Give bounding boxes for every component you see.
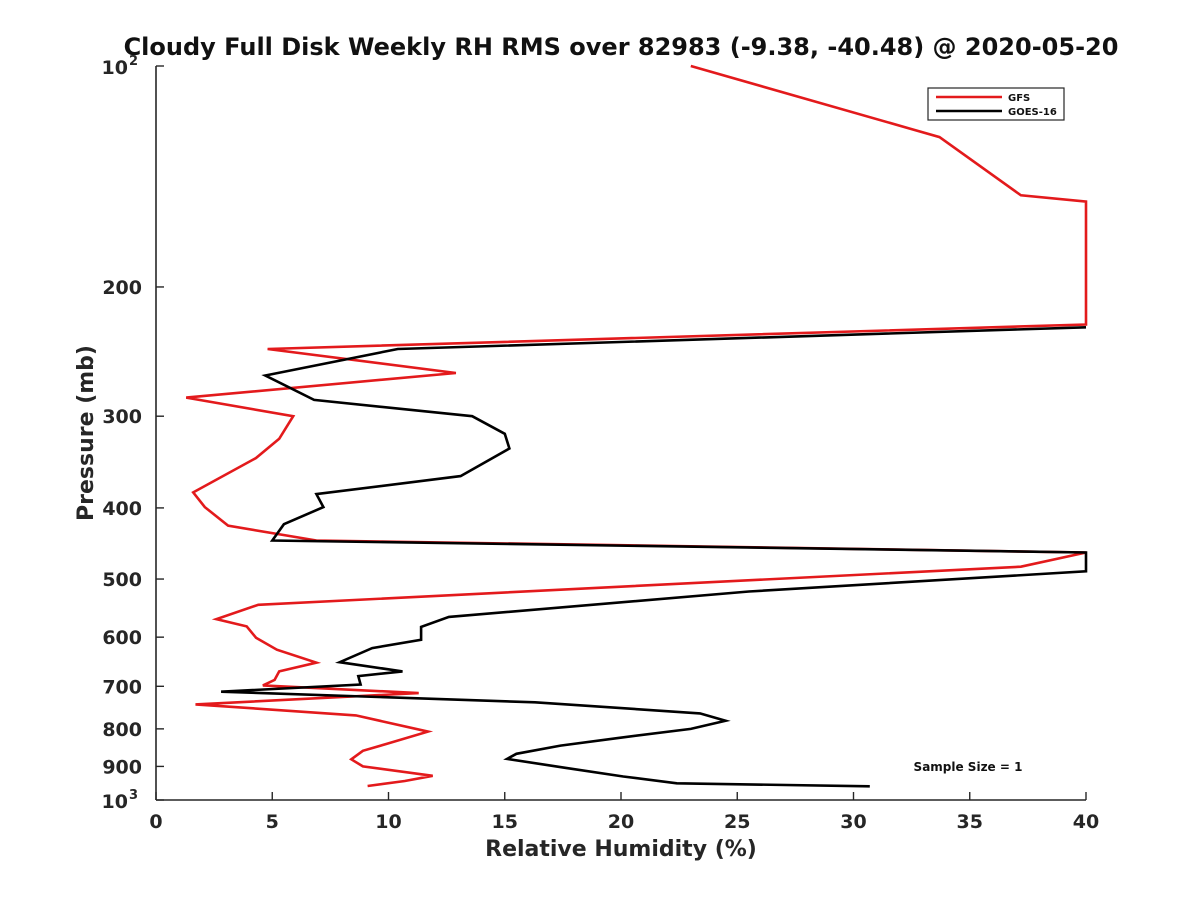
series-layer [185,64,1088,788]
y-tick-label: 10 [102,791,128,813]
x-tick-label: 25 [724,811,750,833]
x-axis-label: Relative Humidity (%) [485,837,757,862]
x-tick-label: 40 [1073,811,1099,833]
y-tick-label: 900 [102,756,142,778]
x-tick-label: 10 [375,811,401,833]
y-tick-label: 300 [102,406,142,428]
x-tick-label: 5 [266,811,279,833]
legend-label-gfs: GFS [1008,93,1030,104]
y-tick-label: 500 [102,569,142,591]
y-tick-label: 700 [102,676,142,698]
sample-size-annotation: Sample Size = 1 [914,760,1023,774]
x-tick-label: 15 [492,811,518,833]
y-tick-label: 10 [102,57,128,79]
x-tick-label: 20 [608,811,634,833]
plot-area: 0 5 10 15 20 25 30 35 40 10 220030040050060070080… [102,54,1100,833]
x-tick-label: 0 [149,811,162,833]
legend: GFS GOES-16 [927,87,1065,121]
x-tick-label: 35 [957,811,983,833]
series-line-goes-16 [221,326,1088,788]
series-line-gfs [185,64,1088,788]
y-tick-label-exponent: 2 [129,54,138,69]
y-tick-label: 800 [102,719,142,741]
y-axis-label: Pressure (mb) [74,345,99,521]
legend-label-goes-16: GOES-16 [1008,107,1057,118]
chart-title: Cloudy Full Disk Weekly RH RMS over 8298… [124,33,1119,61]
y-tick-label: 600 [102,627,142,649]
x-tick-label: 30 [840,811,866,833]
y-tick-label-exponent: 3 [129,788,138,803]
legend-box [927,87,1065,121]
x-axis-ticks: 0 5 10 15 20 25 30 35 40 [149,792,1099,833]
y-tick-label: 400 [102,498,142,520]
y-tick-label: 200 [102,277,142,299]
